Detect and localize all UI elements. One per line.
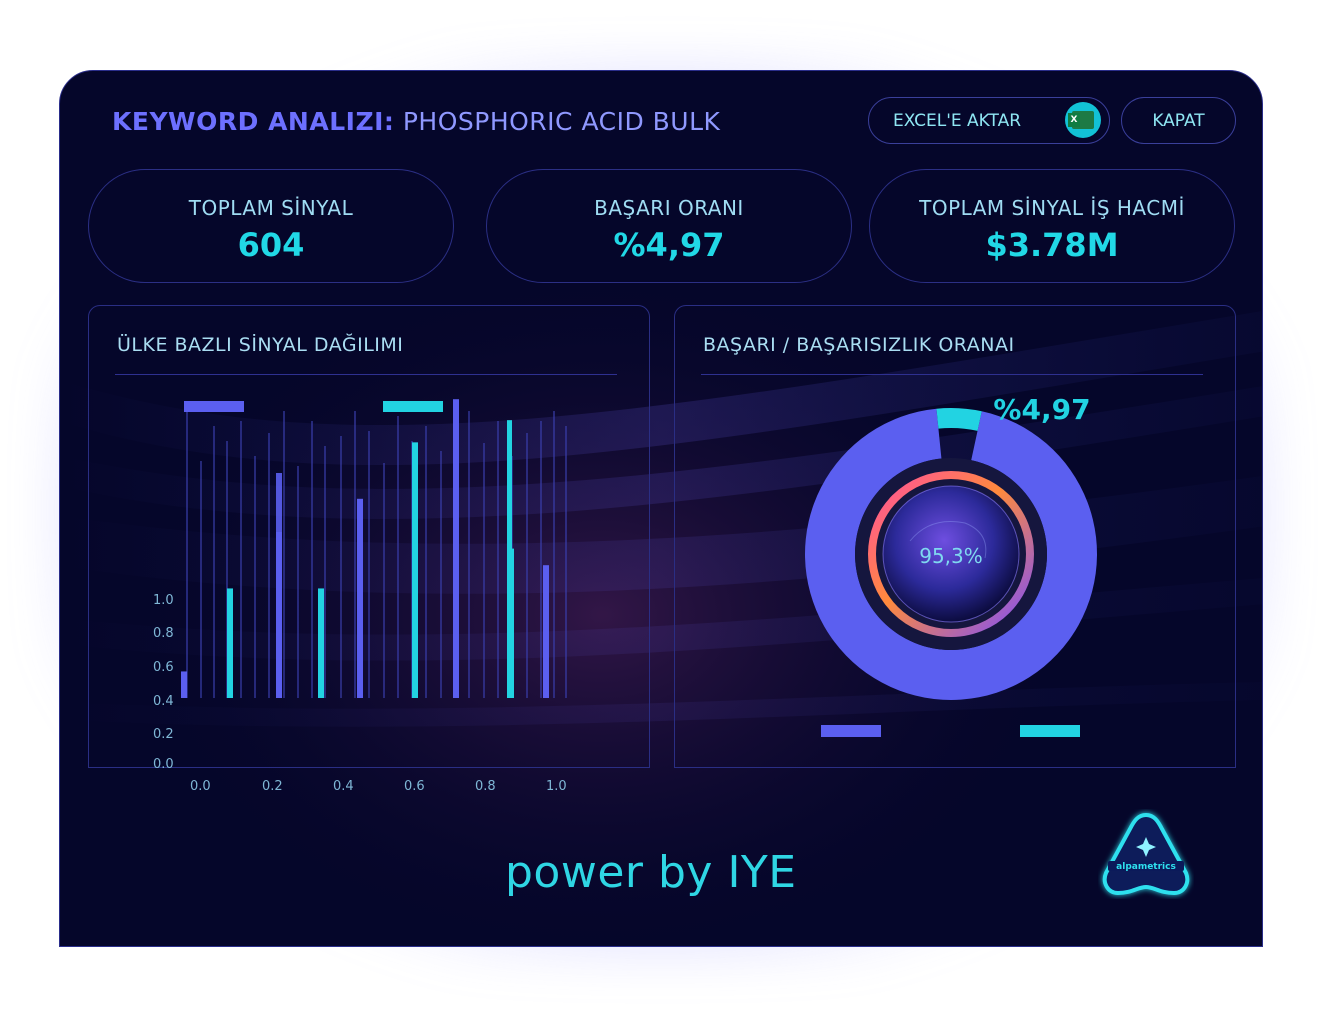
x-tick-label: 0.2 [262,779,283,794]
excel-icon: X [1065,102,1101,138]
x-tick-label: 0.8 [475,779,496,794]
success-ratio-card: BAŞARI / BAŞARISIZLIK ORANAI [674,305,1236,768]
y-tick-label: 0.4 [153,694,174,709]
export-excel-label: EXCEL'E AKTAR [893,110,1022,131]
bar-series-2 [318,588,324,698]
divider [701,374,1203,375]
kpi-value: $3.78M [985,226,1119,264]
legend-swatch-series-2 [383,401,443,412]
y-tick-label: 0.0 [153,757,174,772]
success-percent-label: %4,97 [993,393,1090,426]
keyword-analysis-panel: KEYWORD ANALIZI: PHOSPHORIC ACID BULK EX… [59,70,1263,947]
bar-series-1 [453,399,459,698]
y-tick-label: 0.2 [153,727,174,742]
alpametrics-logo-icon: alpametrics [1102,812,1190,896]
x-tick-label: 0.6 [404,779,425,794]
title-keyword: PHOSPHORIC ACID BULK [402,107,721,136]
donut-failure-slice [804,408,1097,700]
bar-series-1 [357,498,363,698]
close-button[interactable]: KAPAT [1121,97,1236,144]
success-donut-chart: 95,3% %4,97 [804,393,1097,737]
donut-success-slice [936,408,982,431]
failure-percent-label: 95,3% [919,544,983,568]
kpi-success-rate: BAŞARI ORANI %4,97 [486,169,852,283]
kpi-value: 604 [237,226,305,264]
country-bar-chart: 0.0 0.2 0.4 0.6 0.8 1.0 0.0 0.2 0.4 0.6 0.8 1.0 [153,399,567,794]
kpi-label: TOPLAM SİNYAL [188,196,354,220]
title-prefix: KEYWORD ANALIZI: [112,107,395,136]
x-tick-label: 1.0 [546,779,567,794]
gradient-ring [868,471,1034,637]
bar-series-2 [227,588,233,698]
kpi-value: %4,97 [613,226,725,264]
legend-swatch-failure [821,725,881,737]
y-tick-label: 1.0 [153,593,174,608]
kpi-total-signal: TOPLAM SİNYAL 604 [88,169,454,283]
bar-series-2 [507,420,512,698]
legend-swatch-series-1 [184,401,244,412]
page-title: KEYWORD ANALIZI: PHOSPHORIC ACID BULK [112,107,720,136]
x-tick-label: 0.4 [333,779,354,794]
export-excel-button[interactable]: EXCEL'E AKTAR X [868,97,1110,144]
kpi-label: TOPLAM SİNYAL İŞ HACMİ [919,196,1185,220]
y-tick-label: 0.6 [153,660,174,675]
bar-series-2 [412,442,418,698]
bar-series-1 [543,565,549,698]
bar-series-1 [276,473,282,698]
close-label: KAPAT [1152,110,1205,131]
legend-swatch-success [1020,725,1080,737]
country-distribution-card: ÜLKE BAZLI SİNYAL DAĞILIMI [88,305,650,768]
globe-icon [883,486,1019,622]
footer-text: power by IYE [505,847,797,898]
kpi-total-volume: TOPLAM SİNYAL İŞ HACMİ $3.78M [869,169,1235,283]
svg-text:alpametrics: alpametrics [1116,862,1176,872]
kpi-label: BAŞARI ORANI [594,196,744,220]
y-tick-label: 0.8 [153,626,174,641]
ratio-chart-title: BAŞARI / BAŞARISIZLIK ORANAI [703,334,1015,356]
country-chart-title: ÜLKE BAZLI SİNYAL DAĞILIMI [117,334,404,356]
bar-series-1 [181,671,187,698]
divider [115,374,617,375]
x-tick-label: 0.0 [190,779,211,794]
